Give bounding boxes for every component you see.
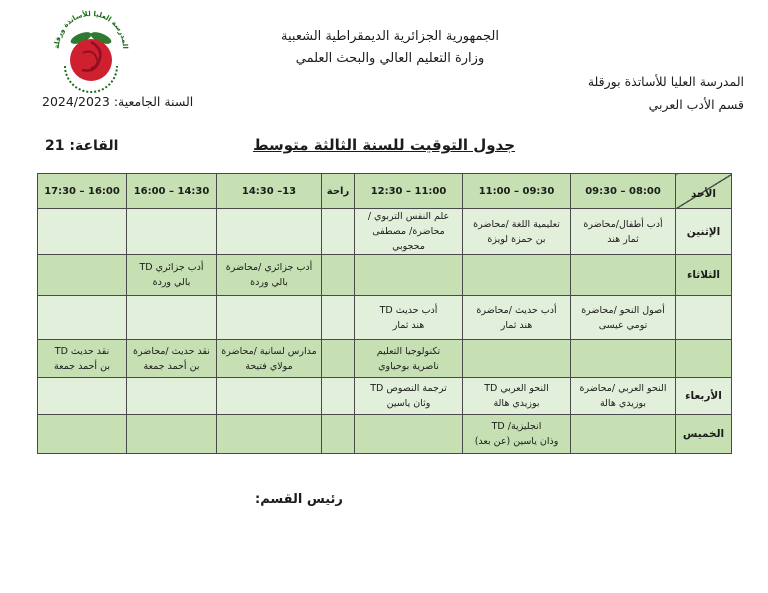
republic-header: الجمهورية الجزائرية الديمقراطية الشعبية … (230, 26, 550, 70)
school-logo: المدرسة العليا للأساتذة ورقلة (52, 9, 130, 94)
timetable-cell (570, 254, 676, 296)
logo-rose (70, 39, 112, 81)
timetable-cell (37, 295, 127, 340)
timetable-cell (462, 339, 571, 378)
time-header-1430-1600: 16:00 – 14:30 (126, 173, 217, 209)
timetable-cell (216, 377, 322, 415)
timetable-cell: النحو العربي TD بوزيدي هالة (462, 377, 571, 415)
timetable: الأحد 09:30 – 08:00 11:00 – 09:30 12:30 … (37, 173, 732, 454)
timetable-cell: علم النفس التربوي / محاضرة/ مصطفى محجوبي (354, 208, 463, 255)
timetable-cell (321, 339, 355, 378)
logo-bottom-arc (64, 65, 118, 93)
row-thursday: الخميس انجليزية/ TD وذان ياسين (عن بعد) (37, 414, 732, 454)
time-header-0930-1100: 11:00 – 09:30 (462, 173, 571, 209)
timetable-cell (216, 208, 322, 255)
time-header-break: راحة (321, 173, 355, 209)
timetable-cell: أصول النحو /محاضرة تومي عيسى (570, 295, 676, 340)
school-line: المدرسة العليا للأساتذة بورقلة (587, 74, 744, 89)
row-tuesday-continued: أصول النحو /محاضرة تومي عيسى أدب حديث /مح… (37, 295, 732, 340)
timetable-cell: تعليمية اللغة /محاضرة بن حمزة لويزة (462, 208, 571, 255)
republic-line: الجمهورية الجزائرية الديمقراطية الشعبية (281, 29, 499, 44)
day-cell-wednesday: الأربعاء (675, 377, 732, 415)
timetable-cell (216, 295, 322, 340)
day-cell-empty (675, 295, 732, 340)
timetable-cell: أدب حديث /محاضرة هند ثمار (462, 295, 571, 340)
time-header-0800-0930: 09:30 – 08:00 (570, 173, 676, 209)
time-header-1600-1730: 17:30 – 16:00 (37, 173, 127, 209)
logo-leaf-right (90, 32, 112, 44)
row-wednesday-morning: تكنولوجيا التعليم ناصرية بوحياوي مدارس لس… (37, 339, 732, 378)
ministry-line: وزارة التعليم العالي والبحث العلمي (295, 51, 485, 66)
timetable-cell (321, 414, 355, 454)
school-header: المدرسة العليا للأساتذة بورقلة قسم الأدب… (444, 70, 744, 116)
timetable-cell (354, 414, 463, 454)
timetable-cell (37, 377, 127, 415)
department-line: قسم الأدب العربي (648, 97, 744, 112)
timetable-cell: ترجمة النصوص TD وثان ياسين (354, 377, 463, 415)
timetable-cell (321, 208, 355, 255)
corner-day-label: الأحد (690, 188, 717, 200)
school-logo-emblem: المدرسة العليا للأساتذة ورقلة (53, 9, 129, 93)
timetable-cell (354, 254, 463, 296)
timetable-cell (126, 414, 217, 454)
row-wednesday: الأربعاء النحو العربي /محاضرة بوزيدي هالة… (37, 377, 732, 415)
timetable-cell (126, 377, 217, 415)
timetable-cell (37, 414, 127, 454)
room-label: القاعة: 21 (45, 138, 119, 154)
logo-leaf-left (70, 32, 92, 44)
timetable-cell (37, 254, 127, 296)
timetable-cell (570, 414, 676, 454)
timetable-cell: أدب حديث TD هند ثمار (354, 295, 463, 340)
department-head-label: رئيس القسم: (255, 492, 343, 507)
timetable-cell: نقد حديث TD بن أحمد جمعة (37, 339, 127, 378)
timetable-cell (126, 208, 217, 255)
timetable-cell: تكنولوجيا التعليم ناصرية بوحياوي (354, 339, 463, 378)
timetable-cell (321, 254, 355, 296)
header-row: الأحد 09:30 – 08:00 11:00 – 09:30 12:30 … (37, 173, 732, 209)
timetable-cell (321, 295, 355, 340)
timetable-cell: أدب أطفال/محاضرة ثمار هند (570, 208, 676, 255)
day-cell-empty (675, 339, 732, 378)
day-cell-tuesday: الثلاثاء (675, 254, 732, 296)
timetable-cell: أدب جزائري /محاضرة بالي وردة (216, 254, 322, 296)
corner-day-cell: الأحد (675, 173, 732, 209)
day-cell-monday: الإثنين (675, 208, 732, 255)
timetable-cell (216, 414, 322, 454)
academic-year: السنة الجامعية: 2024/2023 (42, 94, 194, 109)
timetable-cell (462, 254, 571, 296)
timetable-cell (37, 208, 127, 255)
timetable-cell (321, 377, 355, 415)
timetable-cell (126, 295, 217, 340)
timetable-cell: أدب جزائري TD بالي وردة (126, 254, 217, 296)
page-title: جدول التوقيت للسنة الثالثة متوسط (252, 136, 516, 154)
row-tuesday: الثلاثاء أدب جزائري /محاضرة بالي وردة أدب… (37, 254, 732, 296)
time-header-1300-1430: 14:30 –13 (216, 173, 322, 209)
timetable-cell: مدارس لسانية /محاضرة مولاي فتيحة (216, 339, 322, 378)
day-cell-thursday: الخميس (675, 414, 732, 454)
timetable-cell (570, 339, 676, 378)
timetable-cell: نقد حديث /محاضرة بن أحمد جمعة (126, 339, 217, 378)
timetable-cell: انجليزية/ TD وذان ياسين (عن بعد) (462, 414, 571, 454)
timetable-cell: النحو العربي /محاضرة بوزيدي هالة (570, 377, 676, 415)
time-header-1100-1230: 12:30 – 11:00 (354, 173, 463, 209)
row-monday: الإثنين أدب أطفال/محاضرة ثمار هند تعليمية… (37, 208, 732, 255)
